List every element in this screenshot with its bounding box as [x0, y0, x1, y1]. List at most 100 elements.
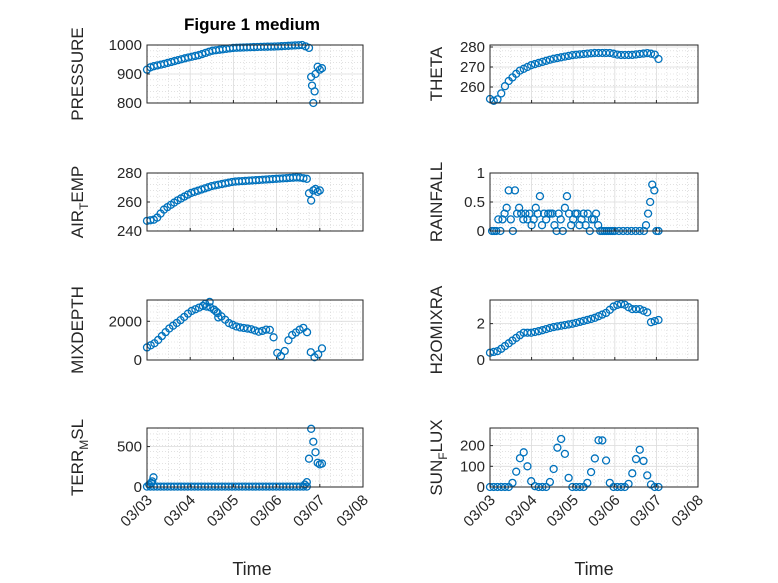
data-point: [304, 454, 314, 463]
data-point: [646, 49, 656, 58]
data-point: [508, 478, 517, 488]
data-point: [549, 54, 558, 63]
panel-mixdepth: 0 2000 MIXDEPTH: [68, 286, 364, 374]
data-point: [560, 203, 570, 212]
x-tick-label: 03/05: [204, 492, 243, 531]
data-point: [564, 320, 573, 329]
data-point: [527, 328, 536, 337]
data-point: [310, 87, 319, 96]
y-tick-label: 0: [134, 479, 142, 496]
y-tick-label: 280: [117, 165, 142, 182]
x-axis-label-right: Time: [574, 559, 613, 579]
x-tick-label: 03/05: [543, 492, 582, 531]
data-point: [247, 325, 256, 334]
data-point: [205, 297, 214, 307]
data-point: [564, 51, 573, 61]
data-point: [568, 319, 577, 328]
data-point: [304, 43, 314, 53]
x-tick-label: 03/03: [460, 492, 499, 531]
data-point: [639, 306, 648, 315]
x-tick-label: 03/06: [585, 492, 624, 531]
data-point: [523, 462, 532, 471]
y-axis-label: SUNFLUX: [427, 419, 450, 495]
data-point: [254, 327, 263, 336]
y-tick-label: 0.5: [464, 194, 485, 211]
data-point: [583, 315, 592, 325]
y-tick-label: 0: [477, 479, 485, 496]
y-axis-label: TERRMSL: [68, 419, 91, 496]
data-point: [591, 209, 601, 218]
data-point: [148, 477, 157, 486]
data-point: [535, 192, 545, 201]
data-point: [538, 326, 547, 335]
y-tick-label: 240: [117, 223, 142, 240]
data-point: [542, 56, 551, 65]
x-tick-label: 03/04: [160, 492, 199, 531]
axes-border: [489, 299, 699, 361]
axes-border: [146, 427, 364, 488]
panel-air_temp: 240 260 280 AIRTEMP: [68, 165, 364, 240]
data-point: [542, 324, 551, 334]
y-axis-label: RAINFALL: [427, 162, 446, 242]
data-point: [598, 436, 607, 445]
data-point: [643, 471, 652, 480]
data-point: [635, 304, 644, 314]
data-point: [556, 53, 566, 62]
data-point: [590, 313, 599, 322]
y-tick-label: 1: [477, 165, 485, 182]
data-point: [307, 424, 316, 433]
panel-pressure: 800 900 1000 PRESSURE: [68, 27, 364, 121]
data-point: [311, 448, 320, 457]
data-point: [556, 434, 566, 444]
data-point: [564, 473, 573, 483]
data-point: [579, 209, 588, 218]
axes-background: [490, 428, 698, 487]
data-point: [533, 209, 542, 218]
data-point: [269, 333, 278, 342]
y-tick-label: 500: [117, 439, 142, 456]
data-point: [317, 459, 327, 468]
data-point: [527, 61, 536, 70]
data-point: [261, 325, 271, 334]
data-point: [530, 59, 540, 69]
data-point: [209, 305, 219, 314]
y-tick-label: 0: [477, 352, 485, 369]
data-point: [573, 209, 582, 218]
data-point: [494, 215, 503, 224]
data-point: [583, 478, 592, 488]
data-point: [556, 321, 566, 330]
data-point: [583, 209, 592, 218]
data-point: [556, 215, 565, 224]
y-tick-label: 260: [117, 194, 142, 211]
figure-title: Figure 1 medium: [184, 15, 320, 34]
data-point: [594, 436, 603, 445]
axes-border: [489, 427, 699, 488]
y-tick-label: 2000: [109, 313, 142, 330]
y-axis-label: PRESSURE: [68, 27, 87, 121]
data-point: [537, 221, 547, 230]
y-tick-label: 270: [460, 59, 485, 76]
data-point: [579, 316, 588, 326]
x-tick-label: 03/08: [668, 492, 707, 531]
data-point: [639, 456, 648, 466]
data-point: [643, 308, 652, 317]
axes-border: [146, 299, 364, 361]
y-tick-label: 0: [477, 223, 485, 240]
data-point: [590, 454, 599, 463]
data-point: [534, 327, 543, 336]
data-point: [545, 323, 555, 333]
data-point: [643, 48, 652, 58]
data-point: [609, 302, 618, 311]
data-point: [243, 324, 252, 333]
data-point: [553, 443, 562, 452]
x-tick-label: 03/08: [333, 492, 372, 531]
y-tick-label: 200: [460, 438, 485, 455]
data-point: [654, 54, 663, 64]
data-point: [529, 215, 538, 224]
y-tick-label: 2: [477, 316, 485, 333]
y-tick-label: 900: [117, 66, 142, 83]
data-point: [506, 215, 515, 224]
data-point: [594, 312, 603, 321]
data-point: [650, 186, 659, 195]
